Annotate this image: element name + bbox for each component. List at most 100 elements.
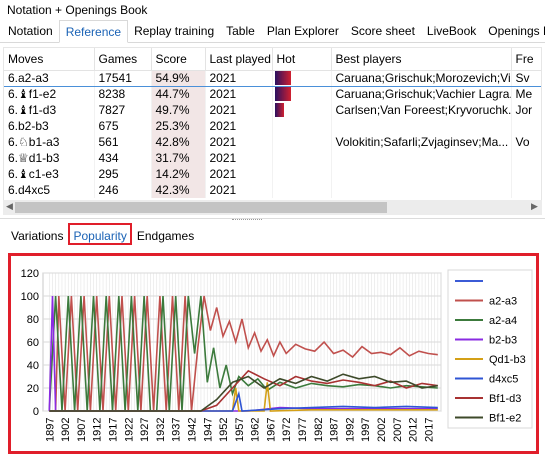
splitter-grip-icon[interactable] [232, 219, 262, 221]
cell-hot [272, 86, 332, 102]
x-tick-label: 1957 [234, 418, 246, 442]
cell-frequent: Me [511, 86, 541, 102]
legend-label: b2-b3 [489, 335, 517, 347]
table-row[interactable]: 6.a2-a3 17541 54.9% 2021 Caruana;Grischuk;Mo… [4, 69, 541, 87]
series-line-a2-a4 [48, 295, 438, 412]
x-tick-label: 1917 [107, 418, 119, 442]
hot-indicator [274, 87, 291, 102]
x-tick-label: 1997 [360, 418, 372, 442]
popularity-chart-svg: 0 20 40 60 80 100 120 1897 1902 1907 1912 1917 1922 1… [21, 268, 533, 442]
cell-best-players: Caruana;Grischuk;Vachier Lagra... [331, 86, 512, 102]
table-row[interactable]: 6.♝f1-e2 8238 44.7% 2021 Caruana;Grischuk;Va… [4, 86, 541, 102]
cell-games: 434 [94, 150, 152, 166]
cell-frequent: Jor [511, 102, 541, 118]
column-header-moves[interactable]: Moves [4, 48, 95, 71]
y-tick-label: 60 [27, 337, 39, 349]
tab-popularity[interactable]: Popularity [68, 223, 132, 245]
cell-score: 42.3% [151, 182, 206, 198]
x-tick-label: 1927 [139, 418, 151, 442]
cell-score: 54.9% [151, 69, 206, 87]
legend-label: Bf1-d3 [489, 393, 521, 405]
tab-endgames[interactable]: Endgames [136, 229, 195, 243]
table-row[interactable]: 6.♕d1-b3 434 31.7% 2021 [4, 150, 541, 166]
table-row[interactable]: 6.b2-b3 675 25.3% 2021 [4, 118, 541, 134]
x-tick-label: 1962 [250, 418, 262, 442]
cell-hot [272, 150, 332, 166]
cell-best-players [331, 118, 512, 134]
x-tick-label: 1967 [265, 418, 277, 442]
cell-score: 44.7% [151, 86, 206, 102]
subtab-bar: Variations Popularity Endgames [0, 223, 545, 247]
x-tick-label: 1912 [92, 418, 104, 442]
tab-table[interactable]: Table [226, 24, 255, 38]
legend-label: Qd1-b3 [489, 354, 526, 366]
x-tick-label: 1907 [76, 418, 88, 442]
cell-games: 7827 [94, 102, 152, 118]
column-header-best-players[interactable]: Best players [331, 48, 512, 71]
x-tick-label: 1932 [155, 418, 167, 442]
cell-best-players: Volokitin;Safarli;Zvjaginsev;Ma... [331, 134, 512, 150]
cell-hot [272, 182, 332, 198]
y-tick-label: 80 [27, 314, 39, 326]
x-tick-label: 1992 [344, 418, 356, 442]
cell-hot [272, 69, 332, 87]
hot-indicator [274, 71, 291, 85]
cell-move: 6.♘b1-a3 [4, 134, 95, 150]
table-row[interactable]: 6.♝f1-d3 7827 49.7% 2021 Carlsen;Van Foreest… [4, 102, 541, 118]
cell-frequent [511, 182, 541, 198]
cell-best-players [331, 150, 512, 166]
column-header-frequent[interactable]: Fre [511, 48, 541, 71]
cell-games: 561 [94, 134, 152, 150]
tab-notation[interactable]: Notation [8, 24, 53, 38]
x-tick-label: 2012 [408, 418, 420, 442]
cell-frequent [511, 118, 541, 134]
column-header-score[interactable]: Score [151, 48, 206, 71]
tab-replay-training[interactable]: Replay training [134, 24, 215, 38]
cell-score: 42.8% [151, 134, 206, 150]
cell-last-played: 2021 [205, 86, 273, 102]
x-tick-label: 1972 [281, 418, 293, 442]
cell-last-played: 2021 [205, 150, 273, 166]
column-header-hot[interactable]: Hot [272, 48, 332, 71]
table-row[interactable]: 6.♘b1-a3 561 42.8% 2021 Volokitin;Safarli;Zv… [4, 134, 541, 150]
popularity-chart: 0 20 40 60 80 100 120 1897 1902 1907 1912 1917 1922 1… [8, 253, 539, 454]
tab-variations[interactable]: Variations [11, 229, 64, 243]
hot-indicator [274, 103, 285, 117]
x-tick-label: 2007 [392, 418, 404, 442]
cell-last-played: 2021 [205, 102, 273, 118]
cell-games: 295 [94, 166, 152, 182]
legend-label: Bf1-e2 [489, 413, 521, 425]
cell-move: 6.♕d1-b3 [4, 150, 95, 166]
cell-games: 17541 [94, 69, 152, 87]
cell-move: 6.a2-a3 [4, 69, 95, 87]
x-tick-label: 1947 [202, 418, 214, 442]
tab-plan-explorer[interactable]: Plan Explorer [266, 24, 339, 38]
column-header-games[interactable]: Games [94, 48, 152, 71]
scrollbar-thumb[interactable] [15, 202, 387, 213]
horizontal-scrollbar[interactable]: ◀ ▶ [3, 200, 542, 215]
cell-last-played: 2021 [205, 134, 273, 150]
y-tick-label: 120 [21, 268, 39, 280]
cell-best-players [331, 166, 512, 182]
series-line-bf1-e2 [49, 373, 438, 412]
tab-reference[interactable]: Reference [58, 20, 129, 43]
tab-openings-book[interactable]: Openings B [488, 24, 545, 38]
x-tick-label: 1922 [123, 418, 135, 442]
cell-last-played: 2021 [205, 69, 273, 87]
table-row[interactable]: 6.♝c1-e3 295 14.2% 2021 [4, 166, 541, 182]
cell-move: 6.b2-b3 [4, 118, 95, 134]
cell-frequent: Vo [511, 134, 541, 150]
scroll-left-icon[interactable]: ◀ [6, 201, 13, 211]
x-tick-label: 1897 [44, 418, 56, 442]
cell-hot [272, 102, 332, 118]
cell-move: 6.♝f1-e2 [4, 86, 95, 102]
tab-score-sheet[interactable]: Score sheet [350, 24, 415, 38]
column-header-last-played[interactable]: Last played [205, 48, 273, 71]
window-title: Notation + Openings Book [0, 0, 545, 20]
y-tick-label: 0 [33, 406, 39, 418]
pane-splitter[interactable] [0, 218, 545, 222]
tab-livebook[interactable]: LiveBook [426, 24, 477, 38]
table-row[interactable]: 6.d4xc5 246 42.3% 2021 [4, 182, 541, 198]
x-tick-label: 1952 [218, 418, 230, 442]
scroll-right-icon[interactable]: ▶ [531, 201, 538, 211]
